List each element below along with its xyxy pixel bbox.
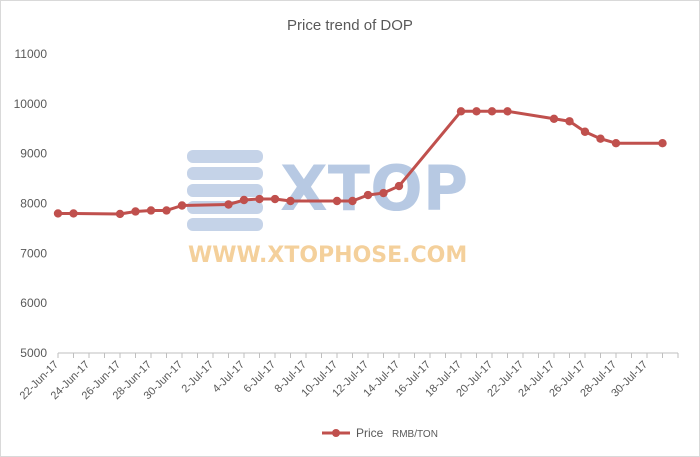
x-tick-label: 4-Jul-17	[211, 359, 248, 396]
y-tick-label: 11000	[15, 47, 48, 61]
price-data-point	[69, 209, 78, 218]
price-data-point	[363, 190, 373, 200]
price-data-point	[53, 209, 63, 218]
price-data-point	[270, 194, 280, 204]
watermark-logo-icon	[187, 150, 263, 231]
price-data-point	[162, 206, 171, 215]
price-data-point	[611, 139, 621, 148]
price-data-point	[348, 196, 357, 206]
watermark-brand: XTOP	[280, 152, 468, 225]
price-data-point	[394, 181, 404, 191]
y-tick-label: 9000	[20, 147, 47, 161]
price-data-point	[487, 107, 497, 116]
price-data-point	[472, 107, 481, 116]
price-data-point	[580, 127, 590, 136]
price-data-point	[255, 194, 264, 204]
price-data-point	[332, 196, 342, 206]
price-data-point	[239, 195, 249, 205]
y-tick-label: 7000	[20, 246, 47, 260]
price-data-point	[379, 188, 388, 198]
legend-marker-swatch	[332, 429, 340, 437]
price-data-point	[115, 209, 125, 219]
price-data-point	[596, 134, 605, 143]
series-group	[53, 107, 667, 219]
watermark: XTOP WWW.XTOPHOSE.COM	[187, 150, 468, 268]
y-tick-label: 10000	[14, 97, 48, 111]
price-data-point	[286, 196, 295, 206]
y-tick-label: 5000	[20, 346, 47, 360]
legend: Price RMB/TON	[322, 426, 438, 440]
price-data-point	[146, 206, 156, 215]
y-tick-label: 6000	[20, 296, 47, 310]
price-data-point	[549, 114, 559, 123]
watermark-url: WWW.XTOPHOSE.COM	[188, 243, 467, 268]
price-data-point	[565, 117, 574, 126]
legend-series-name: Price	[356, 426, 384, 440]
price-data-point	[177, 201, 187, 210]
price-data-point	[658, 139, 667, 148]
legend-unit: RMB/TON	[392, 429, 438, 440]
x-tick-label: 6-Jul-17	[242, 359, 279, 396]
price-data-point	[224, 200, 233, 209]
chart-title: Price trend of DOP	[287, 17, 413, 34]
price-data-point	[503, 107, 512, 116]
x-tick-label: 2-Jul-17	[180, 359, 217, 396]
y-tick-label: 8000	[20, 197, 47, 211]
price-data-point	[131, 207, 140, 216]
price-data-point	[456, 107, 466, 116]
